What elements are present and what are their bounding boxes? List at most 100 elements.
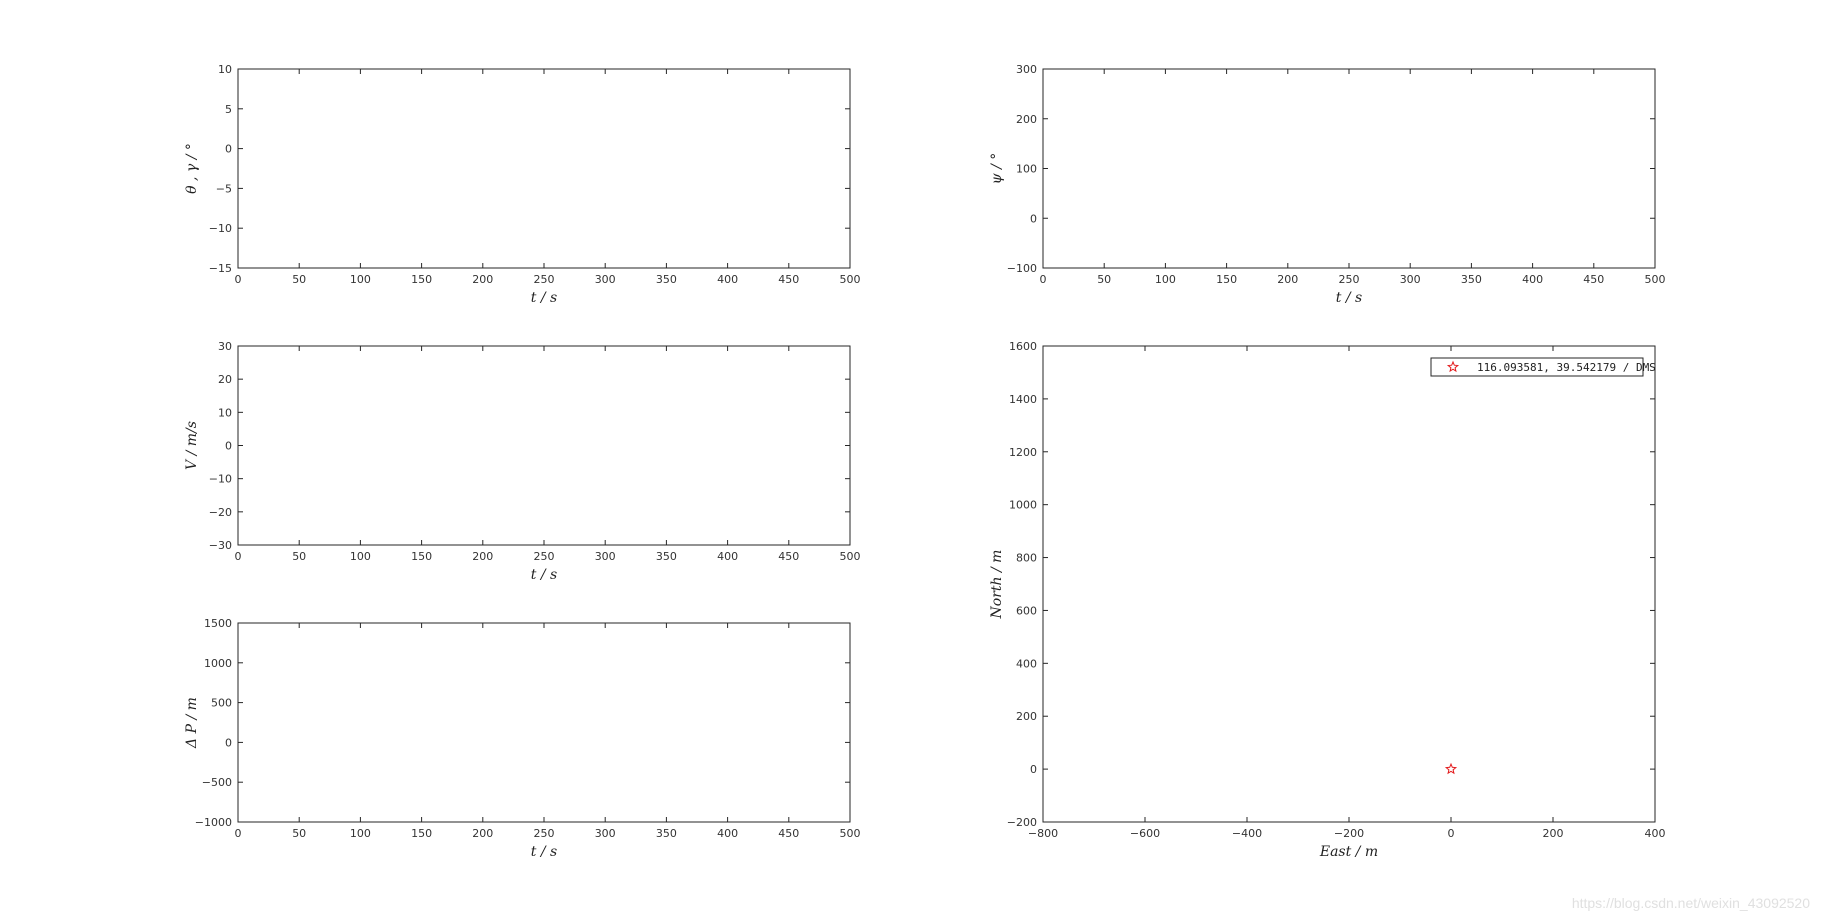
x-tick-label: 350 [1461,273,1482,286]
x-tick-label: 0 [235,827,242,840]
legend: 116.093581, 39.542179 / DMS [1430,357,1656,377]
x-tick-label: 150 [411,827,432,840]
x-tick-label: 300 [1400,273,1421,286]
y-tick-label: −5 [216,182,232,195]
y-tick-label: −20 [209,506,232,519]
x-tick-label: 400 [1522,273,1543,286]
x-tick-label: 0 [1448,827,1455,840]
y-tick-label: 0 [1030,763,1037,776]
x-tick-label: 250 [534,827,555,840]
x-tick-label: 50 [292,827,306,840]
x-tick-label: 400 [717,550,738,563]
x-tick-label: 100 [350,550,371,563]
x-axis-label: t / s [1336,290,1362,306]
x-tick-label: 0 [235,550,242,563]
chart-track: −800 −600 −400 −200 0 200 400 −200 0 200 400 600 800… [989,340,1666,860]
x-tick-label: 100 [1155,273,1176,286]
y-axis-label: Δ P / m [184,697,200,749]
x-tick-label: 500 [840,827,861,840]
x-tick-label: 200 [472,273,493,286]
x-tick-label: 300 [595,550,616,563]
y-tick-label: −100 [1007,262,1037,275]
x-tick-label: 200 [1277,273,1298,286]
y-tick-label: 1400 [1009,393,1037,406]
y-tick-label: 1500 [204,617,232,630]
x-tick-label: 200 [472,550,493,563]
x-tick-label: 450 [1583,273,1604,286]
x-tick-label: 500 [840,550,861,563]
axes-frame [1042,68,1656,269]
legend-star-icon [1446,360,1460,373]
x-tick-label: 200 [472,827,493,840]
y-tick-label: −30 [209,539,232,552]
x-axis-label: t / s [531,290,557,306]
axes-frame [237,622,851,823]
y-axis-label: θ , γ / ° [184,143,200,194]
y-tick-label: −500 [202,776,232,789]
y-axis-label: North / m [989,550,1005,620]
x-tick-label: −600 [1130,827,1160,840]
legend-label: 116.093581, 39.542179 / DMS [1477,361,1656,374]
y-tick-label: 500 [211,697,232,710]
y-axis-label: V / m/s [184,421,200,470]
x-tick-label: −800 [1028,827,1058,840]
y-tick-label: 200 [1016,113,1037,126]
y-tick-label: 0 [1030,212,1037,225]
x-tick-label: 100 [350,827,371,840]
y-tick-label: 100 [1016,163,1037,176]
y-tick-label: −10 [209,473,232,486]
watermark: https://blog.csdn.net/weixin_43092520 [1571,895,1810,911]
x-tick-label: 250 [1339,273,1360,286]
x-tick-label: 50 [292,550,306,563]
x-tick-label: 50 [292,273,306,286]
y-tick-label: 0 [225,736,232,749]
x-tick-label: 150 [1216,273,1237,286]
x-tick-label: 150 [411,550,432,563]
x-tick-label: 300 [595,827,616,840]
y-tick-label: 1000 [1009,499,1037,512]
y-tick-label: 30 [218,340,232,353]
x-axis-label: t / s [531,844,557,860]
chart-heading: 0 50 100 150 200 250 300 350 400 450 500−100010020… [989,63,1666,306]
x-axis-label: East / m [1319,844,1378,860]
legend-box [1430,357,1644,377]
y-tick-label: 200 [1016,710,1037,723]
chart-velocity: 0 50 100 150 200 250 300 350 400 450 500 −30 −20 −10 0… [184,340,861,583]
start-point-marker [1444,762,1458,775]
y-tick-label: 20 [218,373,232,386]
y-tick-label: 10 [218,63,232,76]
axes-frame [1042,345,1656,823]
x-tick-label: 500 [1645,273,1666,286]
x-tick-label: 450 [778,827,799,840]
x-tick-label: 50 [1097,273,1111,286]
y-tick-label: 600 [1016,604,1037,617]
y-tick-label: 1600 [1009,340,1037,353]
x-tick-label: −400 [1232,827,1262,840]
y-tick-label: 0 [225,440,232,453]
y-axis-label: ψ / ° [989,153,1005,185]
axes-frame [237,68,851,269]
x-tick-label: 0 [1040,273,1047,286]
x-tick-label: 350 [656,550,677,563]
axes-frame [237,345,851,546]
x-tick-label: 400 [1645,827,1666,840]
x-tick-label: 400 [717,827,738,840]
y-tick-label: 800 [1016,552,1037,565]
x-tick-label: 450 [778,273,799,286]
x-tick-label: 500 [840,273,861,286]
x-tick-label: 350 [656,827,677,840]
x-tick-label: 200 [1543,827,1564,840]
x-tick-label: 450 [778,550,799,563]
y-tick-label: −15 [209,262,232,275]
y-tick-label: −10 [209,222,232,235]
chart-position: 0 50 100 150 200 250 300 350 400 450 500 −1000 −500 0… [184,617,861,860]
y-tick-label: 10 [218,406,232,419]
chart-attitude: 0 50 100 150 200 250 300 350 400 450 500 −15 −10 −5 0 5… [184,63,861,306]
y-tick-label: 0 [225,143,232,156]
y-tick-label: −200 [1007,816,1037,829]
x-tick-label: 250 [534,550,555,563]
x-tick-label: 100 [350,273,371,286]
x-tick-label: 0 [235,273,242,286]
y-tick-label: 400 [1016,657,1037,670]
